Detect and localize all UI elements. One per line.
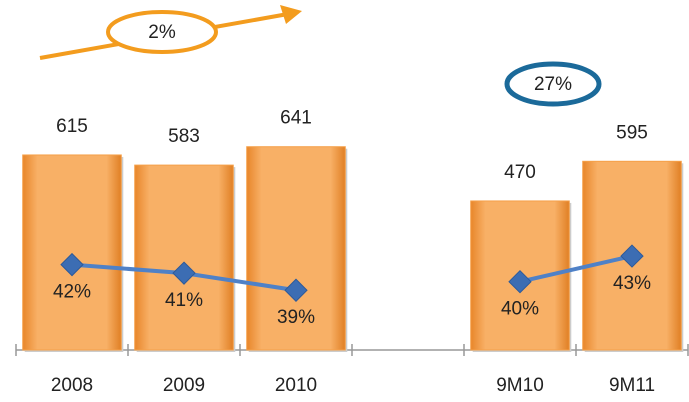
bar [22, 154, 122, 351]
line-value-label: 43% [613, 273, 651, 294]
arrow-head [280, 5, 302, 24]
line [519, 254, 633, 284]
bar-value-label: 641 [280, 108, 312, 129]
annotation: 27% [534, 74, 572, 95]
annotation-ellipse [504, 61, 602, 107]
line-value-label: 40% [501, 299, 539, 320]
bar-value-label: 615 [56, 116, 88, 137]
bar [246, 146, 346, 351]
line-value-label: 42% [53, 282, 91, 303]
marker [284, 278, 308, 302]
x-tick-label: 9M11 [609, 375, 655, 396]
bar [134, 164, 234, 351]
bar-value-label: 583 [168, 126, 200, 147]
x-tick-label: 2010 [275, 375, 317, 396]
annotation-ellipse [106, 10, 218, 54]
x-tick-label: 2008 [51, 375, 93, 396]
marker [620, 244, 644, 268]
bar-value-label: 470 [504, 162, 536, 183]
x-tick-label: 2009 [163, 375, 205, 396]
marker [172, 261, 196, 285]
marker [60, 252, 84, 277]
line-value-label: 39% [277, 307, 315, 328]
annotation: 2% [148, 22, 176, 43]
x-tick-label: 9M10 [496, 375, 544, 396]
line-value-label: 41% [165, 290, 203, 311]
marker [508, 269, 532, 294]
bar-value-label: 595 [616, 122, 648, 143]
